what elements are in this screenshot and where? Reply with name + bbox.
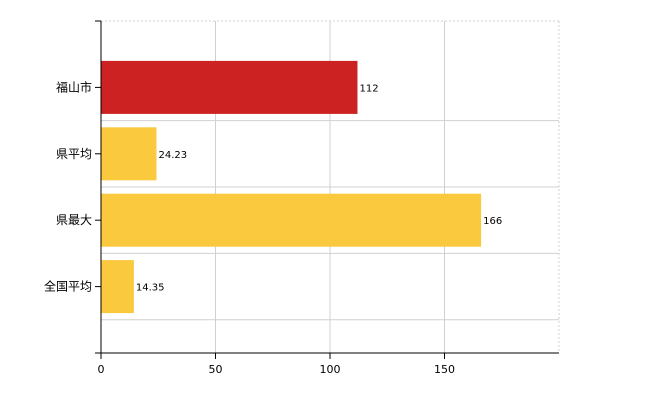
data-label: 24.23 (158, 150, 187, 161)
bar-1[interactable] (101, 127, 157, 181)
x-tick-label: 50 (209, 363, 223, 376)
category-label: 県平均 (56, 147, 92, 161)
data-label: 112 (359, 83, 378, 94)
bar-0[interactable] (101, 60, 358, 114)
x-tick-label: 100 (320, 363, 341, 376)
x-tick-label: 150 (434, 363, 455, 376)
category-label: 全国平均 (44, 279, 92, 294)
bar-3[interactable] (101, 260, 134, 314)
category-label: 福山市 (56, 79, 92, 94)
data-label: 14.35 (136, 283, 165, 294)
x-tick-label: 0 (98, 363, 105, 376)
data-label: 166 (483, 216, 502, 227)
category-label: 県最大 (56, 213, 92, 227)
bar-2[interactable] (101, 193, 482, 247)
